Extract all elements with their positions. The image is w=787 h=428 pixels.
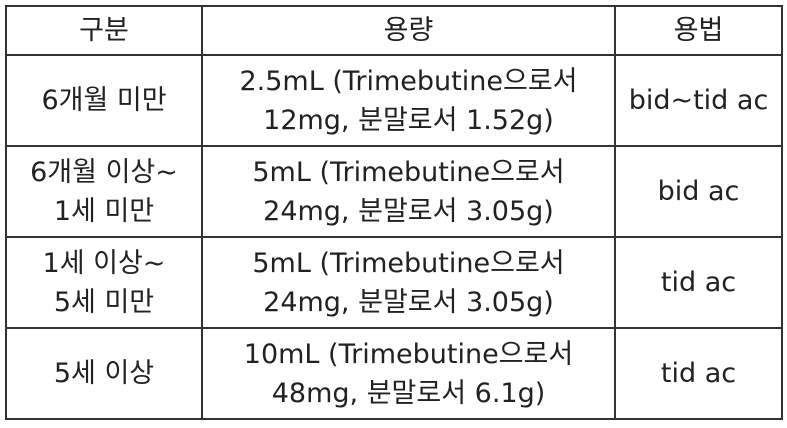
- table-row: 5세 이상 10mL (Trimebutine으로서 48mg, 분말로서 6.…: [5, 327, 783, 420]
- dose-line: 5mL (Trimebutine으로서: [252, 156, 565, 188]
- dosage-table: 구분 용량 용법 6개월 미만 2.5mL (Trimebutine으로서 12…: [5, 5, 783, 420]
- usage-cell: bid ac: [614, 145, 783, 238]
- table-row: 6개월 이상~ 1세 미만 5mL (Trimebutine으로서 24mg, …: [5, 145, 783, 238]
- category-line: 6개월 이상~: [30, 156, 178, 188]
- category-line: 1세 미만: [53, 195, 155, 227]
- usage-cell: tid ac: [614, 327, 783, 420]
- usage-cell: tid ac: [614, 236, 783, 329]
- dose-cell: 5mL (Trimebutine으로서 24mg, 분말로서 3.05g): [201, 236, 616, 329]
- dose-line: 2.5mL (Trimebutine으로서: [239, 65, 578, 97]
- dose-line: 12mg, 분말로서 1.52g): [263, 104, 554, 136]
- table-row: 1세 이상~ 5세 미만 5mL (Trimebutine으로서 24mg, 분…: [5, 236, 783, 329]
- category-line: 1세 이상~: [42, 247, 166, 279]
- dose-cell: 10mL (Trimebutine으로서 48mg, 분말로서 6.1g): [201, 327, 616, 420]
- dose-line: 48mg, 분말로서 6.1g): [271, 377, 546, 409]
- dose-cell: 5mL (Trimebutine으로서 24mg, 분말로서 3.05g): [201, 145, 616, 238]
- category-cell: 6개월 미만: [5, 54, 203, 147]
- category-cell: 6개월 이상~ 1세 미만: [5, 145, 203, 238]
- table-row: 6개월 미만 2.5mL (Trimebutine으로서 12mg, 분말로서 …: [5, 54, 783, 147]
- dose-line: 24mg, 분말로서 3.05g): [263, 195, 554, 227]
- header-category: 구분: [5, 5, 203, 56]
- category-line: 5세 미만: [53, 286, 155, 318]
- dose-line: 5mL (Trimebutine으로서: [252, 247, 565, 279]
- category-line: 5세 이상: [53, 358, 155, 389]
- dose-cell: 2.5mL (Trimebutine으로서 12mg, 분말로서 1.52g): [201, 54, 616, 147]
- category-line: 6개월 미만: [41, 85, 167, 116]
- dose-line: 10mL (Trimebutine으로서: [243, 338, 574, 370]
- usage-cell: bid~tid ac: [614, 54, 783, 147]
- category-cell: 5세 이상: [5, 327, 203, 420]
- category-cell: 1세 이상~ 5세 미만: [5, 236, 203, 329]
- table-header-row: 구분 용량 용법: [5, 5, 783, 56]
- header-usage: 용법: [614, 5, 783, 56]
- dose-line: 24mg, 분말로서 3.05g): [263, 286, 554, 318]
- header-dose: 용량: [201, 5, 616, 56]
